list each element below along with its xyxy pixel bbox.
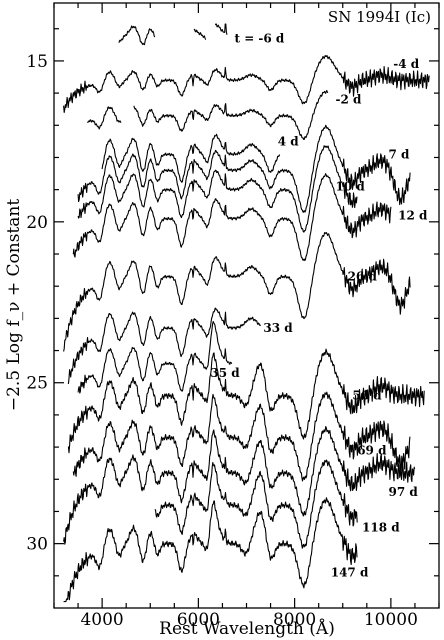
epoch-label: t = -6 d — [234, 31, 284, 45]
y-tick-label: 15 — [26, 52, 48, 72]
epoch-label: -2 d — [336, 93, 363, 107]
y-tick-label: 30 — [26, 535, 48, 555]
epoch-label: 56 d — [352, 389, 382, 403]
y-axis-label: −2.5 Log f_ν + Constant — [4, 199, 24, 412]
spectrum-line — [77, 145, 358, 233]
spectra-layer: t = -6 d -4 d -2 d 4 d 7 d 10 d 12 d 26 d 33 d 35… — [63, 23, 430, 603]
epoch-label: 33 d — [263, 321, 293, 335]
spectrum-line — [63, 497, 358, 603]
spectrum-line — [63, 425, 416, 545]
epoch-label: 7 d — [388, 147, 410, 161]
x-axis-label: Rest Wavelength (Å) — [159, 618, 335, 639]
epoch-label: 10 d — [336, 179, 366, 193]
y-tick-label: 25 — [26, 374, 48, 394]
spectrum-line — [77, 320, 233, 394]
plot-frame — [53, 2, 440, 609]
epoch-label: 12 d — [398, 208, 428, 222]
spectrum-line — [63, 54, 430, 113]
spectrum-line — [67, 348, 425, 454]
epoch-label: 69 d — [357, 443, 387, 457]
spectrum-line — [154, 459, 358, 549]
x-tick-label: 4000 — [80, 610, 123, 630]
epoch-label: 118 d — [362, 521, 400, 535]
epoch-label: 35 d — [210, 366, 240, 380]
spectrum-line — [77, 124, 411, 213]
epoch-label: -4 d — [393, 57, 420, 71]
spectrum-line — [118, 23, 228, 46]
epoch-label: 4 d — [278, 134, 300, 148]
y-tick-label: 20 — [26, 213, 48, 233]
epoch-label: 147 d — [331, 566, 369, 580]
x-tick-label: 6000 — [177, 610, 220, 630]
epoch-label: 26 d — [348, 270, 378, 284]
spectrum-line — [72, 173, 392, 262]
tick-layer: 4000 6000 8000 10000 15 20 25 30 — [26, 3, 440, 630]
spectrum-line — [101, 133, 281, 183]
spectrum-line — [67, 307, 262, 384]
spectrum-line — [87, 89, 329, 141]
epoch-label: 97 d — [388, 485, 418, 499]
spectrum-line — [72, 391, 411, 482]
x-tick-label: 10000 — [364, 610, 418, 630]
x-tick-label: 8000 — [273, 610, 316, 630]
spectrum-line — [63, 231, 411, 352]
chart-title: SN 1994I (Ic) — [328, 8, 431, 26]
